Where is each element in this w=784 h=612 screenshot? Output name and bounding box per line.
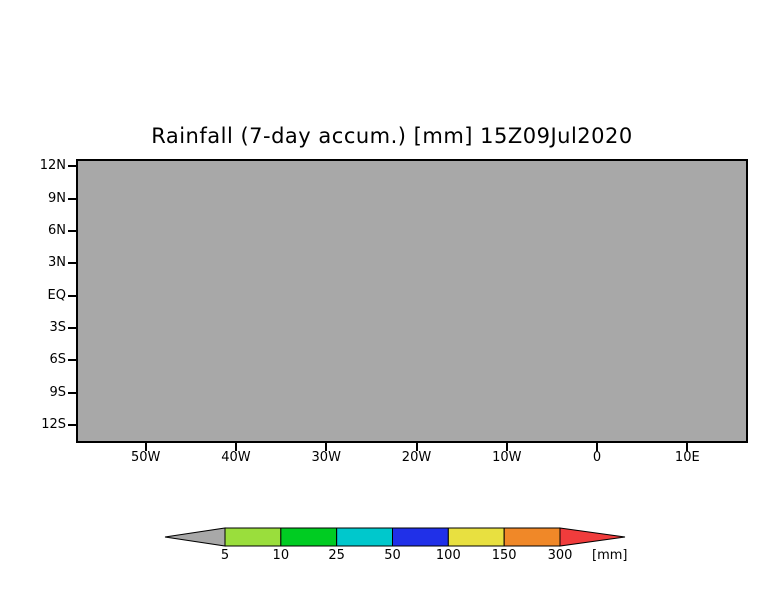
colorbar: 5 10 25 50 100 150 300 [mm] [160,524,640,574]
x-tick-label-20W: 20W [401,450,432,465]
y-tick [68,294,76,297]
colorbar-swatch-2550 [336,527,394,547]
colorbar-swatches [164,527,626,547]
x-tick [325,443,328,451]
x-tick-label-30W: 30W [311,450,341,465]
x-tick-label-40W: 40W [221,450,251,465]
y-tick [68,197,76,200]
colorbar-tick-150: 150 [491,548,517,563]
x-tick [686,443,689,451]
x-tick [415,443,418,451]
colorbar-swatch-100150 [447,527,505,547]
y-tick-label-EQ: EQ [47,287,66,303]
y-tick [68,391,76,394]
y-tick-label-6N: 6N [48,223,66,238]
y-tick-label-12N: 12N [39,158,66,174]
colorbar-swatch-510 [224,527,282,547]
x-tick [596,443,599,451]
x-tick [234,443,237,451]
colorbar-over-arrow [559,527,626,547]
colorbar-swatch-50100 [392,527,449,547]
x-tick [144,443,147,451]
y-tick-label-12S: 12S [41,416,66,432]
y-tick [68,262,76,265]
colorbar-tick-10: 10 [272,548,290,563]
colorbar-swatch-1025 [280,527,338,547]
x-tick-label-50W: 50W [130,450,161,465]
y-tick-label-6S: 6S [49,352,66,368]
colorbar-under-arrow [164,527,226,547]
colorbar-unit-label: [mm] [592,548,628,563]
colorbar-swatch-150300 [503,527,561,547]
y-tick-label-9S: 9S [49,384,66,400]
map-plot-area [76,159,748,443]
y-tick [68,326,76,329]
x-tick-label-10E: 10E [674,450,700,465]
x-tick-label-0: 0 [592,450,602,465]
y-tick [68,423,76,426]
x-tick-label-10W: 10W [492,450,522,465]
rainfall-heatmap-canvas [78,161,746,441]
colorbar-tick-300: 300 [547,548,573,563]
y-tick [68,165,76,168]
x-tick [505,443,508,451]
colorbar-tick-5: 5 [220,548,230,563]
y-tick [68,359,76,362]
y-tick-label-3S: 3S [49,319,66,335]
colorbar-tick-25: 25 [328,548,345,563]
page-title: Rainfall (7-day accum.) [mm] 15Z09Jul202… [151,124,633,148]
y-tick-label-3N: 3N [48,255,66,271]
y-tick-label-9N: 9N [48,190,66,206]
colorbar-tick-50: 50 [384,548,401,563]
y-tick [68,230,76,232]
colorbar-tick-100: 100 [435,548,461,563]
